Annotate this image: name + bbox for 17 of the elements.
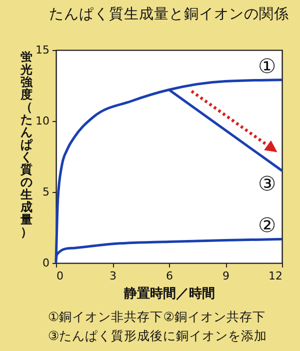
y-tick-label: 5 [42, 186, 50, 198]
chart-title: たんぱく質生成量と銅イオンの関係 [49, 6, 289, 22]
y-tick-label: 0 [42, 256, 50, 270]
series-label: ① [258, 54, 276, 78]
text: 蛍光強度（たんぱく質の生成量） [20, 50, 32, 239]
series-label: ② [258, 213, 276, 238]
y-tick-label: 15 [36, 44, 50, 56]
text: ①銅イオン非共存下②銅イオン共存下 [48, 309, 266, 324]
y-tick-label: 10 [36, 114, 50, 128]
x-tick-label: 3 [110, 270, 116, 282]
x-tick-label: 12 [268, 270, 282, 282]
x-tick-label: 6 [166, 270, 173, 282]
text: ③たんぱく質形成後に銅イオンを添加 [48, 328, 268, 343]
x-axis-title: 静置時間／時間 [123, 286, 215, 302]
x-tick-label: 9 [222, 270, 230, 282]
x-tick-label: 0 [56, 270, 64, 282]
series-label: ③ [258, 172, 276, 196]
